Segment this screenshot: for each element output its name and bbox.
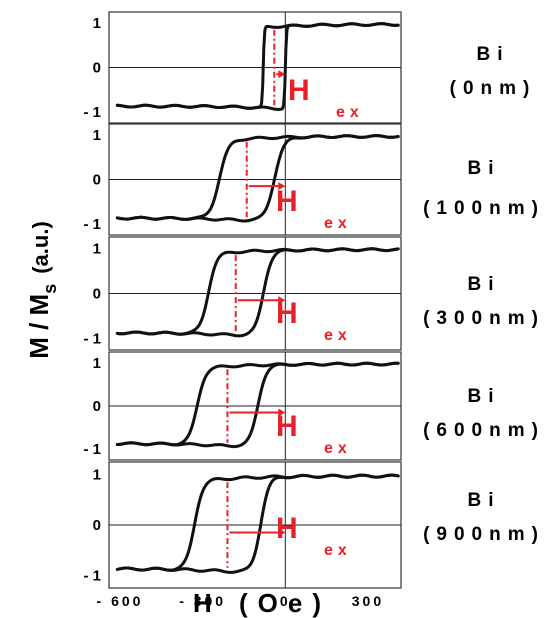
y-tick-label: 1 [93,240,101,257]
y-tick-label: - 1 [83,441,101,458]
hex-annotation-main: H [276,410,298,443]
loop-ascending-branch [115,473,400,574]
panel-label-line1: Bi [468,274,501,295]
y-tick-label: 1 [93,15,101,32]
hex-annotation-main: H [276,512,298,545]
hex-annotation-sub: ex [336,104,364,121]
panel-3: 1 0 - 1 Hex Bi (600nm) [83,351,545,461]
arrow-head-icon [278,182,286,191]
panel-label-line2: (0nm) [450,78,537,99]
hex-annotation-main: H [288,74,310,107]
panel-label-line2: (100nm) [423,198,545,219]
x-axis-title: H (Oe) [193,588,331,618]
y-tick-label: - 1 [83,567,101,584]
y-axis-title: M / Ms (a.u.) [24,221,60,359]
y-axis-title-sub: s [40,284,60,294]
loop-descending-branch [115,361,400,447]
panel-1: 1 0 - 1 Hex Bi (100nm) [83,123,545,236]
loop-descending-branch [115,22,400,110]
y-tick-label: 1 [93,355,101,372]
y-tick-label: 0 [93,517,101,534]
panel-4: 1 0 - 1 Hex Bi (900nm) [83,461,545,589]
arrow-head-icon [278,296,286,305]
arrow-head-icon [278,528,286,537]
panel-label-line1: Bi [468,158,501,179]
x-axis: - 600 - 300 0 300 [97,593,384,609]
x-tick-label: 300 [352,593,384,609]
y-tick-label: 1 [93,467,101,484]
hex-annotation-sub: ex [324,327,352,344]
hex-annotation-sub: ex [324,215,352,232]
y-tick-label: - 1 [83,216,101,233]
x-tick-label: - 600 [97,593,144,609]
hex-annotation-main: H [276,185,298,218]
panel-0: 1 0 - 1 Hex Bi (0nm) [83,11,537,124]
y-axis-title-main: M / M [24,294,54,359]
hex-annotation-main: H [276,297,298,330]
panel-label-line1: Bi [468,386,501,407]
y-tick-label: 0 [93,398,101,415]
loop-ascending-branch [115,134,400,223]
x-tick-label: - 300 [179,593,226,609]
panels-group: 1 0 - 1 Hex Bi (0nm) 1 0 - 1 Hex Bi (100nm) 1 0 - 1 Hex… [83,11,545,589]
loop-descending-branch [115,134,400,221]
y-tick-label: - 1 [83,331,101,348]
y-tick-label: 1 [93,127,101,144]
arrow-head-icon [278,408,286,417]
y-tick-label: - 1 [83,104,101,121]
hex-annotation-sub: ex [324,440,352,457]
panel-label-line2: (600nm) [423,420,545,441]
loop-ascending-branch [115,22,400,111]
panel-2: 1 0 - 1 Hex Bi (300nm) [83,236,545,351]
panel-label-line1: Bi [468,490,501,511]
loop-ascending-branch [115,247,400,338]
y-tick-label: 0 [93,172,101,189]
panel-label-line2: (300nm) [423,308,545,329]
y-tick-label: 0 [93,60,101,77]
x-tick-label: 0 [280,593,291,609]
y-axis-title-unit: (a.u.) [28,221,53,274]
y-tick-label: 0 [93,286,101,303]
loop-descending-branch [115,473,400,572]
arrow-head-icon [278,70,286,79]
panel-label-line1: Bi [477,44,510,65]
hex-annotation-sub: ex [324,542,352,559]
loop-ascending-branch [115,361,400,449]
panel-label-line2: (900nm) [423,524,545,545]
loop-descending-branch [115,247,400,336]
svg-text:M / Ms(a.u.): M / Ms (a.u.) [24,221,60,359]
